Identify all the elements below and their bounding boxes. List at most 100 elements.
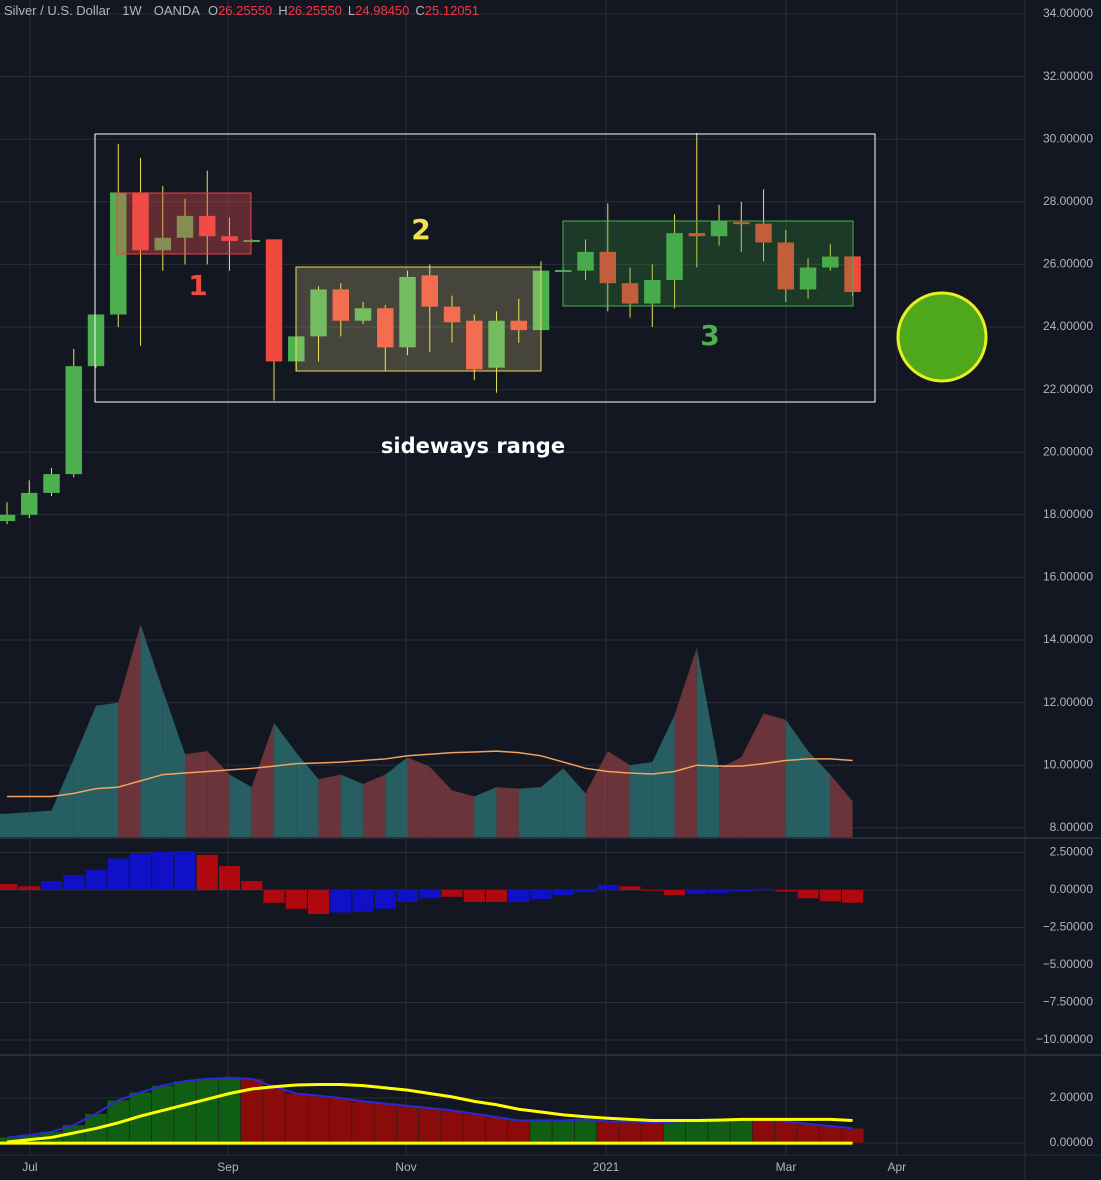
- candle-body: [799, 267, 817, 290]
- histogram-bar: [218, 1077, 241, 1144]
- y-tick-label: 32.00000: [1043, 69, 1093, 83]
- candle-body: [243, 239, 261, 242]
- histogram-bar: [373, 1103, 397, 1144]
- histogram-bar: [574, 1119, 597, 1144]
- indicator-area: [7, 812, 30, 838]
- indicator-area: [29, 810, 52, 838]
- histogram-bar: [396, 890, 419, 903]
- indicator-area: [785, 719, 809, 838]
- indicator-area: [407, 757, 430, 838]
- histogram-bar: [685, 1120, 709, 1144]
- histogram-bar: [195, 1078, 219, 1144]
- histogram-bar: [508, 890, 530, 903]
- candle-body: [666, 233, 683, 281]
- candle-body: [377, 308, 394, 348]
- histogram-bar: [85, 869, 107, 891]
- histogram-bar: [619, 886, 641, 891]
- histogram-bar: [329, 1097, 353, 1144]
- indicator-area: [741, 713, 764, 838]
- y-tick-label: 16.00000: [1043, 570, 1093, 584]
- indicator-area: [607, 751, 631, 838]
- indicator-area: [73, 705, 97, 838]
- candle-body: [510, 320, 528, 331]
- histogram-bar: [529, 1120, 553, 1144]
- y-tick-label: 0.00000: [1050, 1135, 1094, 1149]
- box-2: [295, 266, 542, 372]
- candle-body: [755, 223, 772, 243]
- histogram-bar: [18, 886, 40, 891]
- indicator-area: [429, 766, 453, 838]
- indicator-area: [296, 752, 319, 838]
- histogram-bar: [774, 1121, 798, 1144]
- header-text: 25.12051: [425, 3, 479, 18]
- y-tick-label: 12.00000: [1043, 695, 1093, 709]
- x-tick-label: Sep: [217, 1160, 239, 1174]
- histogram-bar: [40, 881, 63, 891]
- histogram-bar: [574, 890, 597, 893]
- histogram-bar: [284, 1093, 308, 1144]
- histogram-bar: [796, 1123, 820, 1144]
- indicator-area: [452, 790, 475, 838]
- histogram-bar: [241, 881, 263, 891]
- indicator-area: [96, 702, 119, 838]
- y-tick-label: −7.50000: [1043, 995, 1094, 1009]
- candle-body: [132, 192, 149, 251]
- y-tick-label: −10.00000: [1036, 1032, 1093, 1046]
- histogram-bar: [551, 1120, 575, 1144]
- box-1: [116, 192, 252, 255]
- histogram-bar: [530, 890, 552, 900]
- indicator-area: [808, 751, 831, 838]
- histogram-bar: [152, 851, 174, 891]
- histogram-bar: [174, 851, 196, 891]
- candle-body: [0, 514, 16, 522]
- histogram-bar: [441, 890, 463, 897]
- range-box: [94, 133, 876, 403]
- histogram-bar: [374, 890, 396, 909]
- histogram-bar: [552, 890, 574, 896]
- drawings: 1 2 3 sideways range: [94, 133, 988, 458]
- histogram-bar: [729, 1119, 753, 1144]
- histogram-bar: [597, 884, 619, 891]
- indicator-area: [185, 751, 208, 838]
- candle-body: [466, 320, 483, 370]
- y-tick-label: 10.00000: [1043, 757, 1093, 771]
- histogram-bar: [440, 1110, 464, 1144]
- histogram-bar: [797, 890, 819, 899]
- header-text: 26.25550: [218, 3, 272, 18]
- y-tick-label: 0.00000: [1050, 882, 1094, 896]
- y-tick-label: 22.00000: [1043, 382, 1093, 396]
- candle-body: [399, 276, 416, 348]
- header-text: 26.25550: [288, 3, 342, 18]
- indicator-area: [541, 768, 564, 838]
- candle-body: [21, 492, 38, 515]
- indicator-area: [630, 762, 653, 838]
- header: Silver / U.S. Dollar 1W OANDA O26.25550 H26.…: [4, 3, 479, 18]
- histogram-bar: [107, 858, 129, 891]
- x-tick-label: 2021: [593, 1160, 620, 1174]
- histogram-bar: [218, 866, 241, 891]
- candle-body: [354, 308, 372, 321]
- histogram-bar: [129, 853, 152, 891]
- indicator-area: [51, 758, 74, 838]
- candle-body: [443, 306, 461, 323]
- histogram-bar: [818, 1125, 842, 1144]
- candle-body: [87, 314, 105, 367]
- histogram-bar: [463, 890, 485, 903]
- candle-body: [65, 366, 82, 475]
- header-text: C: [415, 3, 424, 18]
- histogram-bar: [351, 1101, 375, 1144]
- signal-line: [6, 1083, 853, 1144]
- indicator-area: [251, 722, 275, 838]
- indicator-area: [229, 774, 252, 838]
- indicator-area: [385, 757, 408, 838]
- indicator-area: [363, 774, 386, 838]
- candle-body: [110, 192, 127, 315]
- indicator-area: [140, 624, 163, 838]
- histogram-bar: [707, 1120, 731, 1144]
- indicator-area: [0, 813, 8, 838]
- indicator-area: [162, 690, 186, 838]
- histogram-bar: [841, 890, 864, 903]
- plot: [0, 132, 864, 1145]
